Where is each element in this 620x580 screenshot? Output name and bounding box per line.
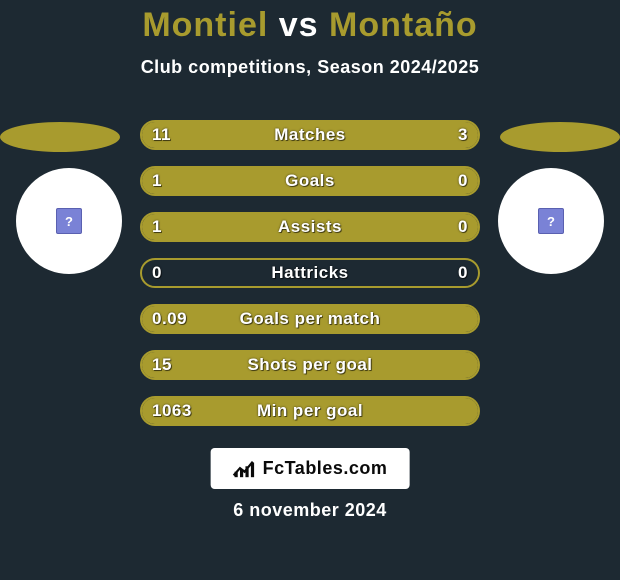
stat-value-right: 0 bbox=[458, 214, 468, 240]
player2-ellipse bbox=[500, 122, 620, 152]
player2-name: Montaño bbox=[329, 6, 478, 44]
branding-badge: FcTables.com bbox=[211, 448, 410, 489]
comparison-rows: 11Matches31Goals01Assists00Hattricks00.0… bbox=[140, 120, 480, 442]
stat-label: Shots per goal bbox=[142, 352, 478, 378]
stat-label: Goals per match bbox=[142, 306, 478, 332]
stat-label: Assists bbox=[142, 214, 478, 240]
stat-value-right: 3 bbox=[458, 122, 468, 148]
stat-row: 0Hattricks0 bbox=[140, 258, 480, 288]
date-text: 6 november 2024 bbox=[0, 500, 620, 521]
stat-label: Matches bbox=[142, 122, 478, 148]
stat-value-right: 0 bbox=[458, 168, 468, 194]
stat-row: 1Assists0 bbox=[140, 212, 480, 242]
stat-row: 1063Min per goal bbox=[140, 396, 480, 426]
player1-circle: ? bbox=[16, 168, 122, 274]
player1-crest-icon: ? bbox=[56, 208, 82, 234]
player2-crest-icon: ? bbox=[538, 208, 564, 234]
stat-row: 1Goals0 bbox=[140, 166, 480, 196]
page-title: Montiel vs Montaño bbox=[0, 0, 620, 45]
stat-value-right: 0 bbox=[458, 260, 468, 286]
chart-icon bbox=[233, 459, 255, 479]
stat-row: 15Shots per goal bbox=[140, 350, 480, 380]
stat-row: 11Matches3 bbox=[140, 120, 480, 150]
stat-label: Goals bbox=[142, 168, 478, 194]
player2-circle: ? bbox=[498, 168, 604, 274]
stat-label: Min per goal bbox=[142, 398, 478, 424]
subtitle: Club competitions, Season 2024/2025 bbox=[0, 57, 620, 78]
stat-row: 0.09Goals per match bbox=[140, 304, 480, 334]
branding-text: FcTables.com bbox=[263, 458, 388, 479]
player1-name: Montiel bbox=[142, 6, 268, 44]
comparison-card: Montiel vs Montaño Club competitions, Se… bbox=[0, 0, 620, 580]
vs-text: vs bbox=[279, 6, 319, 44]
player1-ellipse bbox=[0, 122, 120, 152]
stat-label: Hattricks bbox=[142, 260, 478, 286]
